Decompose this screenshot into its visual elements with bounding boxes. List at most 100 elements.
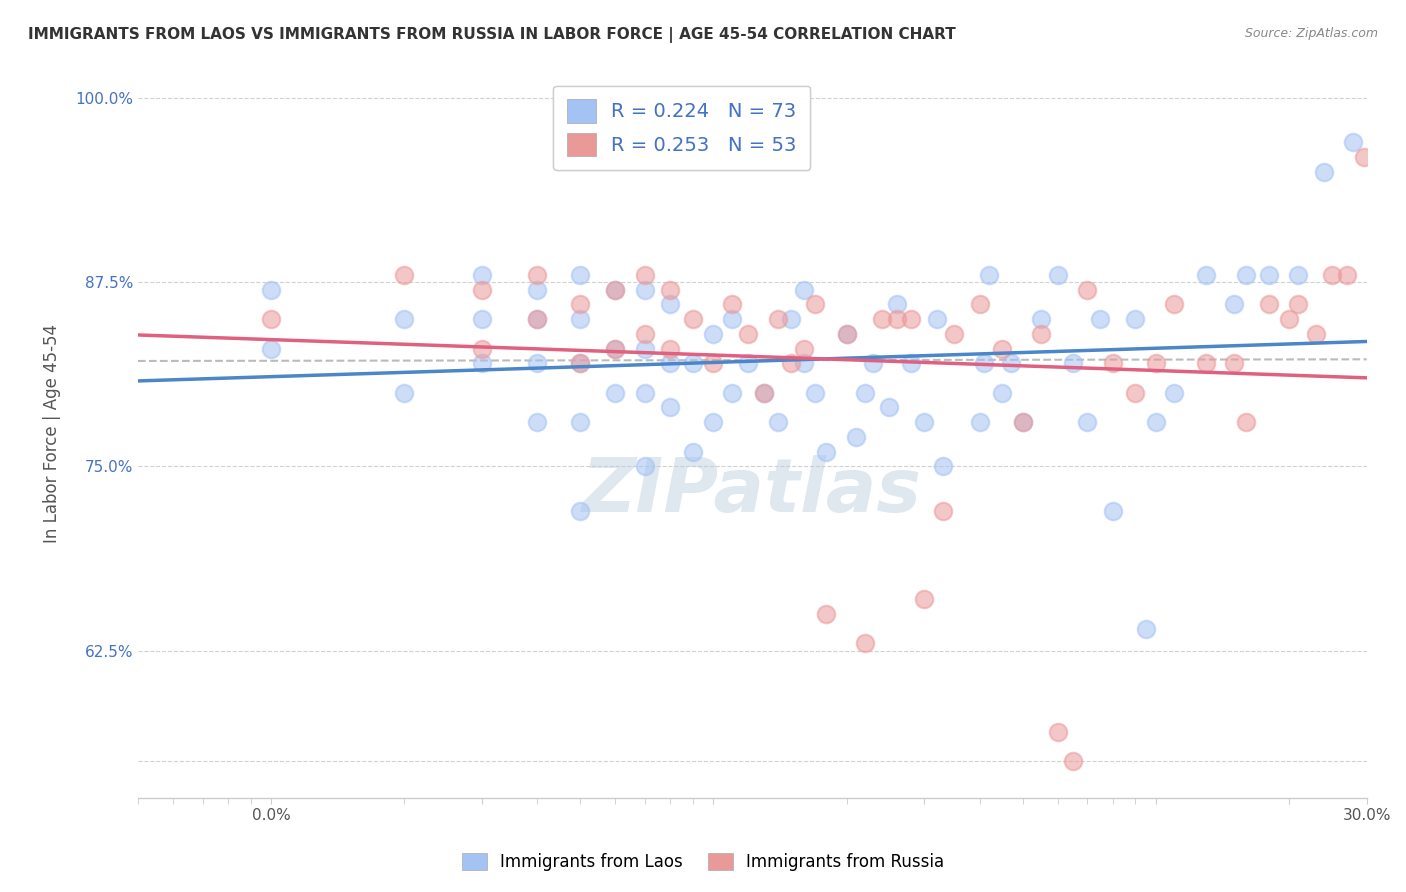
Point xyxy=(991,342,1014,356)
Point xyxy=(853,385,876,400)
Point xyxy=(1046,724,1069,739)
Point xyxy=(969,297,991,311)
Point xyxy=(634,342,657,356)
Point xyxy=(1062,356,1084,370)
Point xyxy=(766,312,789,326)
Point xyxy=(260,342,283,356)
Point xyxy=(702,356,724,370)
Point xyxy=(659,356,682,370)
Point xyxy=(870,312,893,326)
Point xyxy=(835,326,858,341)
Point xyxy=(659,283,682,297)
Point xyxy=(931,459,953,474)
Point xyxy=(471,268,494,282)
Point xyxy=(793,356,815,370)
Point xyxy=(1046,268,1069,282)
Point xyxy=(471,356,494,370)
Point xyxy=(659,297,682,311)
Point xyxy=(931,503,953,517)
Point xyxy=(605,283,627,297)
Point xyxy=(780,312,803,326)
Point xyxy=(1257,268,1279,282)
Point xyxy=(1090,312,1112,326)
Point xyxy=(737,326,759,341)
Point xyxy=(1222,356,1244,370)
Point xyxy=(702,415,724,429)
Point xyxy=(526,312,548,326)
Point xyxy=(526,415,548,429)
Point xyxy=(1305,326,1327,341)
Point xyxy=(1144,415,1167,429)
Point xyxy=(1029,326,1052,341)
Point xyxy=(634,268,657,282)
Legend: Immigrants from Laos, Immigrants from Russia: Immigrants from Laos, Immigrants from Ru… xyxy=(453,845,953,880)
Point xyxy=(1029,312,1052,326)
Point xyxy=(862,356,884,370)
Y-axis label: In Labor Force | Age 45-54: In Labor Force | Age 45-54 xyxy=(44,324,60,543)
Point xyxy=(752,385,775,400)
Point xyxy=(1278,312,1301,326)
Point xyxy=(569,356,592,370)
Point xyxy=(682,444,704,458)
Point xyxy=(720,385,742,400)
Point xyxy=(526,312,548,326)
Point xyxy=(659,401,682,415)
Point xyxy=(1320,268,1343,282)
Point xyxy=(634,385,657,400)
Point xyxy=(793,283,815,297)
Point xyxy=(569,268,592,282)
Point xyxy=(605,342,627,356)
Point xyxy=(925,312,948,326)
Point xyxy=(392,385,415,400)
Point xyxy=(634,459,657,474)
Point xyxy=(1011,415,1033,429)
Point xyxy=(1000,356,1022,370)
Text: Source: ZipAtlas.com: Source: ZipAtlas.com xyxy=(1244,27,1378,40)
Point xyxy=(1163,385,1185,400)
Point xyxy=(752,385,775,400)
Point xyxy=(260,312,283,326)
Point xyxy=(392,312,415,326)
Point xyxy=(569,356,592,370)
Point xyxy=(659,342,682,356)
Point xyxy=(471,342,494,356)
Point xyxy=(1101,356,1123,370)
Point xyxy=(912,415,935,429)
Point xyxy=(900,356,922,370)
Point xyxy=(526,283,548,297)
Point xyxy=(682,312,704,326)
Point xyxy=(1062,754,1084,768)
Point xyxy=(526,356,548,370)
Point xyxy=(1336,268,1358,282)
Point xyxy=(471,283,494,297)
Point xyxy=(766,415,789,429)
Point xyxy=(260,283,283,297)
Point xyxy=(737,356,759,370)
Point xyxy=(804,297,827,311)
Point xyxy=(835,326,858,341)
Point xyxy=(793,342,815,356)
Point xyxy=(1135,622,1157,636)
Point xyxy=(720,297,742,311)
Point xyxy=(605,283,627,297)
Point xyxy=(1353,150,1375,164)
Point xyxy=(815,444,838,458)
Point xyxy=(1195,356,1218,370)
Point xyxy=(605,385,627,400)
Point xyxy=(1234,268,1257,282)
Point xyxy=(569,415,592,429)
Point xyxy=(634,326,657,341)
Point xyxy=(1144,356,1167,370)
Point xyxy=(569,503,592,517)
Point xyxy=(886,312,908,326)
Point xyxy=(1195,268,1218,282)
Point xyxy=(853,636,876,650)
Point xyxy=(845,430,868,444)
Point xyxy=(1234,415,1257,429)
Point xyxy=(912,592,935,607)
Point xyxy=(1125,312,1147,326)
Point xyxy=(886,297,908,311)
Text: IMMIGRANTS FROM LAOS VS IMMIGRANTS FROM RUSSIA IN LABOR FORCE | AGE 45-54 CORREL: IMMIGRANTS FROM LAOS VS IMMIGRANTS FROM … xyxy=(28,27,956,43)
Point xyxy=(471,312,494,326)
Point xyxy=(780,356,803,370)
